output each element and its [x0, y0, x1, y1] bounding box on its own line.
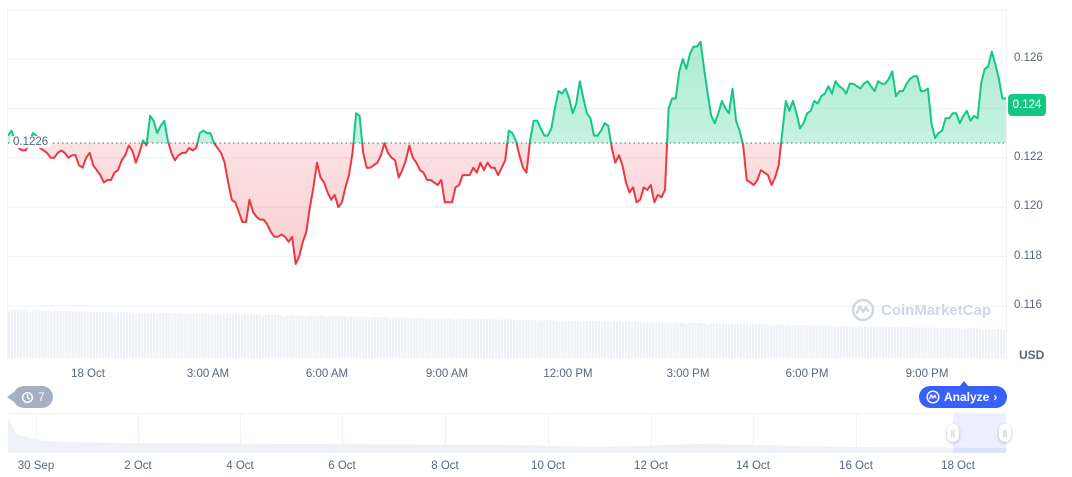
y-tick: 0.118 [1014, 250, 1042, 262]
x-tick: 3:00 AM [186, 368, 230, 380]
navigator-x-tick: 30 Sep [17, 460, 55, 472]
y-tick: 0.116 [1014, 299, 1042, 311]
history-count: 7 [38, 390, 45, 404]
navigator-x-tick: 2 Oct [124, 460, 152, 472]
baseline-label: 0.1226 [10, 136, 52, 148]
navigator-x-tick: 12 Oct [634, 460, 668, 472]
navigator-left-handle[interactable]: || [947, 424, 959, 442]
volume-bars [8, 310, 1006, 358]
navigator-x-tick: 14 Oct [736, 460, 770, 472]
navigator-x-tick: 4 Oct [226, 460, 254, 472]
coinmarketcap-logo-icon [851, 298, 875, 322]
x-tick: 6:00 PM [785, 368, 829, 380]
coinmarketcap-watermark: CoinMarketCap [851, 298, 991, 322]
navigator-x-tick: 6 Oct [328, 460, 356, 472]
watermark-text: CoinMarketCap [881, 301, 992, 319]
analyze-label: Analyze [944, 390, 990, 404]
x-tick: 9:00 AM [425, 368, 469, 380]
y-tick: 0.122 [1014, 151, 1043, 163]
current-price-badge: 0.124 [1008, 94, 1046, 116]
y-tick: 0.126 [1014, 52, 1043, 64]
x-tick: 18 Oct [71, 368, 105, 380]
navigator-x-tick: 16 Oct [839, 460, 873, 472]
ai-analyze-icon [926, 390, 940, 404]
history-clock-icon [21, 391, 34, 403]
y-tick: 0.120 [1014, 200, 1043, 212]
x-tick: 9:00 PM [905, 368, 949, 380]
navigator-x-tick: 10 Oct [531, 460, 565, 472]
currency-label: USD [1019, 348, 1045, 362]
navigator-x-tick: 18 Oct [941, 460, 975, 472]
chevron-right-icon: › [993, 390, 998, 404]
x-tick: 12:00 PM [543, 368, 593, 380]
x-tick: 6:00 AM [305, 368, 349, 380]
history-button[interactable]: 7 [7, 386, 53, 408]
price-area [8, 40, 1006, 265]
navigator-panel[interactable] [8, 413, 1006, 453]
analyze-button[interactable]: Analyze › [919, 381, 1008, 408]
x-tick: 3:00 PM [666, 368, 710, 380]
navigator-x-tick: 8 Oct [431, 460, 459, 472]
navigator-right-handle[interactable]: || [999, 424, 1011, 442]
